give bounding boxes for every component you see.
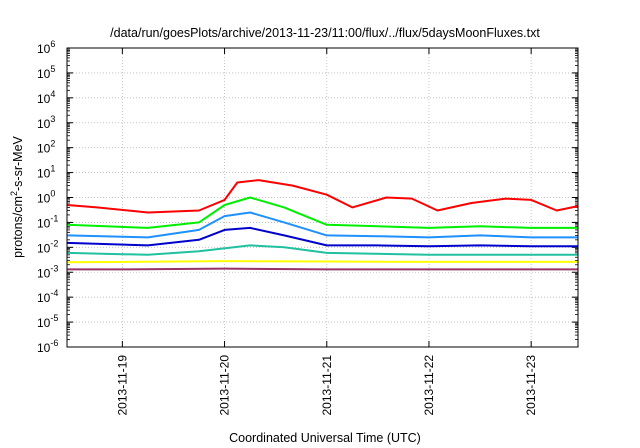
y-tick-label: 106 [37, 39, 55, 56]
y-tick-label-base: 10 [37, 192, 51, 206]
y-tick-label: 100 [37, 189, 55, 206]
y-tick-label: 105 [37, 64, 55, 81]
y-tick-label-exponent: -2 [50, 238, 58, 248]
y-axis-label: protons/cm2-s-sr-MeV [9, 135, 25, 257]
x-tick-label: 2013-11-22 [422, 355, 436, 416]
y-tick-label: 10-5 [37, 313, 58, 330]
y-tick-label: 103 [37, 114, 55, 131]
chart-title: /data/run/goesPlots/archive/2013-11-23/1… [110, 26, 540, 40]
x-tick-label: 2013-11-20 [218, 355, 232, 416]
series-line-6 [66, 260, 578, 264]
y-tick-label-exponent: -5 [50, 313, 58, 323]
y-tick-label-base: 10 [37, 67, 51, 81]
y-tick-label: 101 [37, 164, 55, 181]
series-line-4 [66, 226, 578, 248]
y-tick-label-base: 10 [37, 167, 51, 181]
y-tick-label: 104 [37, 89, 55, 106]
y-tick-label-exponent: 5 [50, 64, 55, 74]
y-tick-label-exponent: -1 [50, 213, 58, 223]
y-tick-label-exponent: 0 [50, 189, 55, 199]
y-axis-label-sup: 2 [9, 191, 19, 196]
x-tick-label: 2013-11-23 [524, 355, 538, 416]
y-tick-label-exponent: -4 [50, 288, 58, 298]
x-tick-label: 2013-11-19 [115, 355, 129, 416]
y-tick-labels: 10610510410310210110010-110-210-310-410-… [37, 39, 58, 355]
x-tick-label: 2013-11-21 [320, 355, 334, 416]
y-tick-label-exponent: 1 [50, 164, 55, 174]
series-line-7 [67, 267, 578, 271]
plot-frame [66, 47, 579, 348]
series-line-5 [66, 244, 578, 256]
y-tick-label-base: 10 [37, 142, 51, 156]
y-tick-label-exponent: 6 [50, 39, 55, 49]
y-tick-label-base: 10 [37, 92, 51, 106]
y-tick-label-exponent: 3 [50, 114, 55, 124]
grid-lines [67, 48, 578, 347]
y-tick-label-exponent: 4 [50, 89, 55, 99]
y-tick-label-exponent: -6 [50, 338, 58, 348]
y-tick-label: 10-2 [37, 238, 58, 255]
series-line-1 [66, 179, 579, 214]
x-tick-labels: 2013-11-19 2013-11-20 2013-11-21 2013-11-22… [115, 355, 538, 416]
series-line-3 [66, 211, 578, 239]
y-tick-label-base: 10 [37, 241, 51, 255]
y-tick-label: 10-4 [37, 288, 58, 305]
x-axis-label: Coordinated Universal Time (UTC) [229, 431, 421, 445]
y-axis-label-base: protons/cm [11, 196, 25, 258]
y-tick-label: 10-6 [37, 338, 58, 355]
y-tick-label-base: 10 [37, 291, 51, 305]
y-tick-label: 10-3 [37, 263, 58, 280]
y-tick-label: 102 [37, 139, 55, 156]
y-tick-label-base: 10 [37, 266, 51, 280]
y-tick-label-base: 10 [37, 341, 51, 355]
y-tick-label-base: 10 [37, 316, 51, 330]
y-tick-label-base: 10 [37, 42, 51, 56]
y-tick-label-exponent: -3 [50, 263, 58, 273]
data-series [66, 179, 579, 271]
series-line-2 [66, 196, 578, 229]
y-tick-label-base: 10 [37, 216, 51, 230]
y-tick-label: 10-1 [37, 213, 58, 230]
y-tick-label-exponent: 2 [50, 139, 55, 149]
y-tick-label-base: 10 [37, 117, 51, 131]
y-axis-label-rest: -s-sr-MeV [11, 135, 25, 191]
